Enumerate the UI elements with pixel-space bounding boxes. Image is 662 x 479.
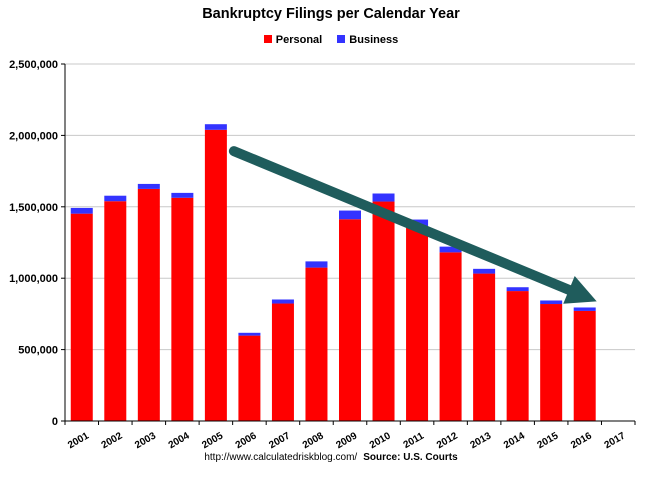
bar-personal: [104, 201, 127, 421]
y-tick-label: 500,000: [18, 345, 58, 357]
x-tick-label: 2004: [167, 430, 192, 451]
x-tick-label: 2002: [100, 430, 125, 451]
y-axis-ticks: 0 500,000 1,000,000 1,500,000 2,000,000 2,500…: [9, 59, 65, 428]
bar-business: [204, 124, 227, 130]
chart-source: http://www.calculatedriskblog.com/Source…: [0, 452, 662, 463]
x-tick-label: 2014: [502, 430, 527, 451]
bar-business: [339, 210, 361, 220]
bar-personal: [339, 219, 361, 421]
x-tick-label: 2003: [133, 430, 158, 451]
trend-arrow: [228, 146, 597, 304]
bar-business: [540, 300, 563, 305]
bar-business: [439, 246, 462, 253]
chart-legend: Personal Business: [0, 34, 662, 46]
bar-business: [171, 192, 194, 198]
x-tick-label: 2008: [301, 430, 326, 451]
x-tick-label: 2010: [368, 430, 393, 451]
source-credit: Source: U.S. Courts: [363, 452, 458, 463]
bar-personal: [439, 252, 462, 421]
y-tick-label: 1,500,000: [9, 202, 58, 214]
x-tick-label: 2016: [569, 430, 594, 451]
bar-series: [70, 124, 596, 422]
bar-personal: [305, 267, 328, 421]
bar-personal: [573, 310, 596, 421]
x-axis-ticks: 2001 2002 2003 2004 2005 2006 2007 2008 2009 2010…: [64, 421, 636, 451]
x-tick-label: 2009: [334, 430, 359, 451]
bar-business: [137, 183, 160, 189]
x-tick-label: 2015: [536, 430, 561, 451]
x-tick-label: 2017: [603, 430, 628, 451]
bar-personal: [473, 273, 496, 421]
y-tick-label: 1,000,000: [9, 273, 58, 285]
bar-personal: [372, 201, 395, 421]
bar-business: [305, 261, 328, 268]
x-tick-label: 2011: [402, 430, 427, 451]
x-tick-label: 2006: [234, 430, 259, 451]
legend-label-personal: Personal: [275, 34, 323, 46]
legend-label-business: Business: [349, 34, 399, 46]
bar-business: [104, 195, 127, 202]
x-tick-label: 2012: [435, 430, 460, 451]
bar-personal: [406, 226, 429, 421]
bar-business: [573, 307, 596, 311]
y-tick-label: 2,000,000: [9, 130, 58, 142]
bar-business: [238, 332, 261, 336]
bar-business: [271, 299, 294, 304]
bar-business: [473, 268, 496, 274]
axes: [64, 64, 635, 422]
source-url: http://www.calculatedriskblog.com/: [204, 452, 358, 463]
legend-entry-personal: Personal: [263, 34, 323, 46]
x-tick-label: 2007: [267, 430, 292, 451]
bar-business: [70, 207, 93, 214]
y-tick-label: 2,500,000: [9, 59, 58, 71]
bar-business: [506, 287, 529, 292]
y-tick-label: 0: [52, 416, 58, 428]
bar-personal: [238, 335, 261, 421]
bar-personal: [271, 303, 294, 421]
bar-personal: [70, 213, 93, 421]
x-tick-label: 2013: [468, 430, 493, 451]
bar-personal: [204, 129, 227, 422]
bar-personal: [540, 304, 563, 421]
legend-entry-business: Business: [337, 34, 398, 46]
bar-personal: [171, 197, 194, 421]
chart-title: Bankruptcy Filings per Calendar Year: [202, 6, 460, 22]
x-tick-label: 2005: [200, 430, 225, 451]
legend-swatch-business: [337, 35, 346, 43]
bar-personal: [137, 188, 160, 421]
trend-arrow-shaft: [228, 146, 574, 295]
trend-arrow-head: [563, 276, 597, 304]
bar-personal: [506, 291, 529, 421]
legend-swatch-personal: [263, 35, 272, 43]
bar-business: [372, 193, 395, 202]
x-tick-label: 2001: [66, 430, 91, 451]
